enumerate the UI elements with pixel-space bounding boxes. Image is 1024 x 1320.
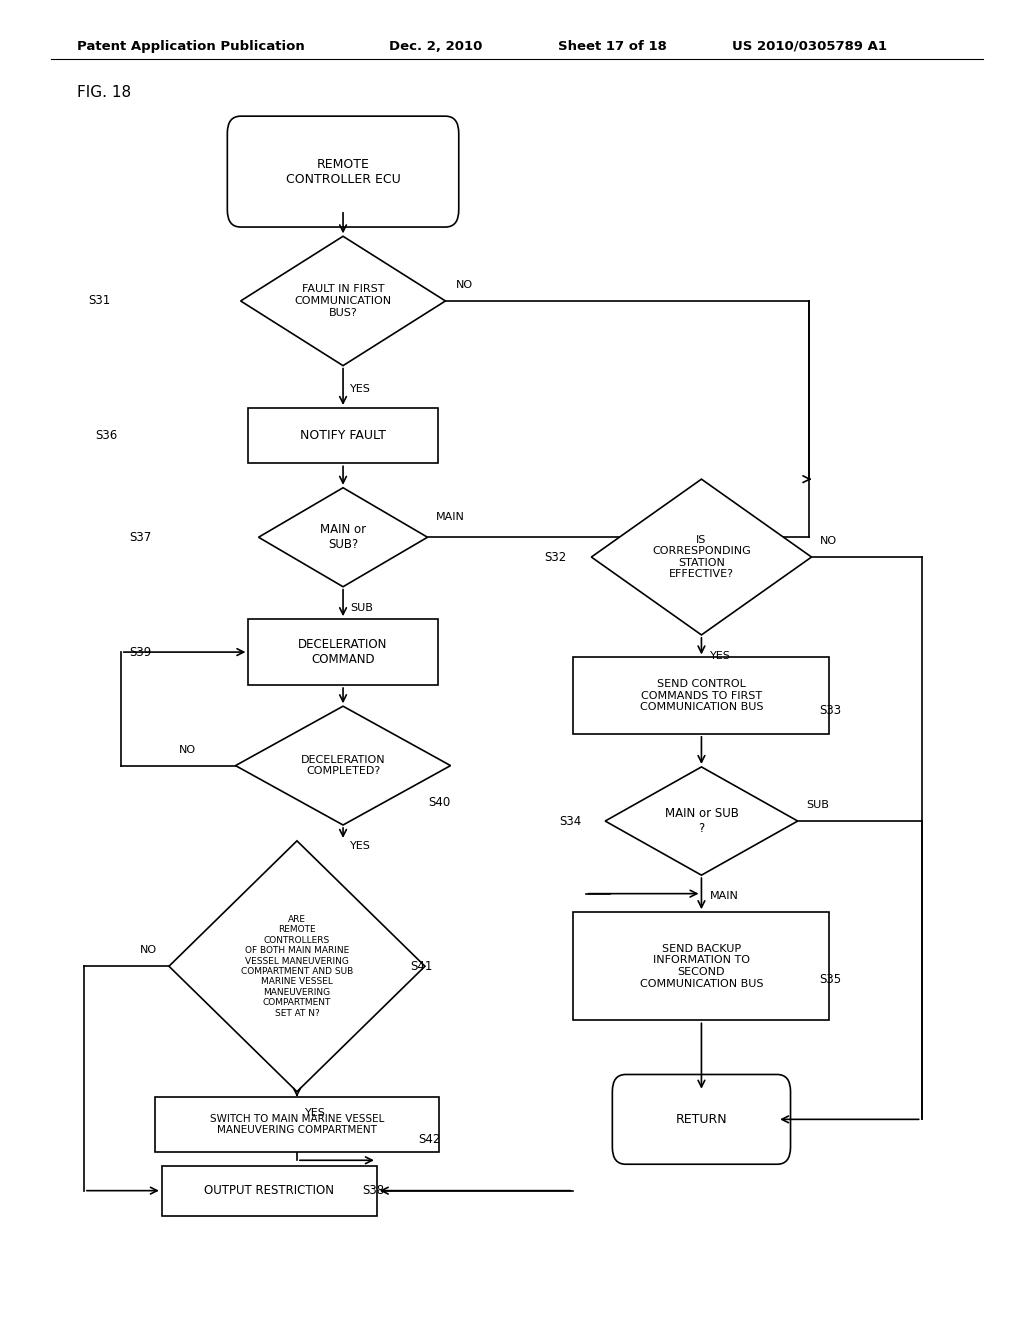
Text: Dec. 2, 2010: Dec. 2, 2010 [389, 40, 482, 53]
Polygon shape [605, 767, 798, 875]
Text: IS
CORRESPONDING
STATION
EFFECTIVE?: IS CORRESPONDING STATION EFFECTIVE? [652, 535, 751, 579]
Text: S41: S41 [410, 960, 432, 973]
Text: S36: S36 [95, 429, 118, 442]
Text: S38: S38 [361, 1184, 384, 1197]
Bar [155, 1097, 439, 1152]
Polygon shape [241, 236, 445, 366]
Text: ARE
REMOTE
CONTROLLERS
OF BOTH MAIN MARINE
VESSEL MANEUVERING
COMPARTMENT AND SU: ARE REMOTE CONTROLLERS OF BOTH MAIN MARI… [241, 915, 353, 1018]
Bar [573, 657, 829, 734]
Text: S33: S33 [819, 704, 842, 717]
Text: NO: NO [456, 280, 473, 290]
Text: S39: S39 [129, 645, 152, 659]
Polygon shape [258, 488, 428, 586]
Text: MAIN: MAIN [436, 512, 465, 523]
Polygon shape [592, 479, 812, 635]
Text: REMOTE
CONTROLLER ECU: REMOTE CONTROLLER ECU [286, 157, 400, 186]
Text: YES: YES [710, 651, 730, 661]
FancyBboxPatch shape [612, 1074, 791, 1164]
Text: S32: S32 [544, 550, 566, 564]
Polygon shape [236, 706, 451, 825]
Text: NO: NO [820, 536, 837, 546]
Text: S35: S35 [819, 973, 842, 986]
Text: MAIN or
SUB?: MAIN or SUB? [319, 523, 367, 552]
Text: YES: YES [350, 841, 371, 851]
Text: S31: S31 [88, 294, 111, 308]
Text: SWITCH TO MAIN MARINE VESSEL
MANEUVERING COMPARTMENT: SWITCH TO MAIN MARINE VESSEL MANEUVERING… [210, 1114, 384, 1135]
Text: DECELERATION
COMPLETED?: DECELERATION COMPLETED? [301, 755, 385, 776]
Text: RETURN: RETURN [676, 1113, 727, 1126]
Text: NOTIFY FAULT: NOTIFY FAULT [300, 429, 386, 442]
Text: DECELERATION
COMMAND: DECELERATION COMMAND [298, 638, 388, 667]
Text: SEND CONTROL
COMMANDS TO FIRST
COMMUNICATION BUS: SEND CONTROL COMMANDS TO FIRST COMMUNICA… [640, 678, 763, 713]
Bar [249, 408, 438, 463]
FancyBboxPatch shape [227, 116, 459, 227]
Polygon shape [169, 841, 425, 1092]
Text: S42: S42 [418, 1133, 440, 1146]
Text: NO: NO [139, 945, 157, 956]
Bar [573, 912, 829, 1020]
Text: SUB: SUB [806, 800, 828, 810]
Bar [162, 1166, 377, 1216]
Text: MAIN or SUB
?: MAIN or SUB ? [665, 807, 738, 836]
Text: FAULT IN FIRST
COMMUNICATION
BUS?: FAULT IN FIRST COMMUNICATION BUS? [295, 284, 391, 318]
Text: MAIN: MAIN [710, 891, 738, 902]
Text: SUB: SUB [350, 603, 373, 612]
Text: Sheet 17 of 18: Sheet 17 of 18 [558, 40, 667, 53]
Text: YES: YES [350, 384, 371, 395]
Text: S34: S34 [559, 814, 582, 828]
Text: NO: NO [179, 744, 197, 755]
Bar [249, 619, 438, 685]
Text: S40: S40 [428, 796, 451, 809]
Text: Patent Application Publication: Patent Application Publication [77, 40, 304, 53]
Text: YES: YES [305, 1107, 326, 1118]
Text: SEND BACKUP
INFORMATION TO
SECOND
COMMUNICATION BUS: SEND BACKUP INFORMATION TO SECOND COMMUN… [640, 944, 763, 989]
Text: US 2010/0305789 A1: US 2010/0305789 A1 [732, 40, 887, 53]
Text: S37: S37 [129, 531, 152, 544]
Text: OUTPUT RESTRICTION: OUTPUT RESTRICTION [205, 1184, 334, 1197]
Text: FIG. 18: FIG. 18 [77, 84, 131, 100]
